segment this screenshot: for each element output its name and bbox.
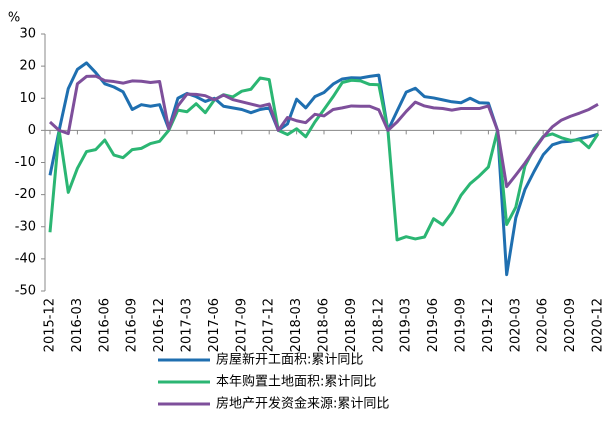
series-line xyxy=(48,74,599,189)
x-tick-label: 2018-09 xyxy=(344,298,359,352)
x-tick-label: 2017-09 xyxy=(234,298,249,352)
x-tick-label: 2020-12 xyxy=(591,298,606,352)
y-tick-label: 0 xyxy=(28,123,36,138)
x-tick-label: 2020-06 xyxy=(536,298,551,352)
x-tick-label: 2017-03 xyxy=(180,298,195,352)
y-tick-label: -20 xyxy=(15,187,36,202)
x-tick-label: 2016-03 xyxy=(70,298,85,352)
x-tick-label: 2018-03 xyxy=(289,298,304,352)
x-tick-label: 2018-06 xyxy=(317,298,332,352)
legend-label: 本年购置土地面积:累计同比 xyxy=(216,374,376,390)
y-tick-label: -40 xyxy=(15,251,36,266)
y-tick-label: 10 xyxy=(19,91,36,106)
x-tick-label: 2015-12 xyxy=(43,298,58,352)
legend-label: 房地产开发资金来源:累计同比 xyxy=(216,396,389,412)
series-line xyxy=(48,61,599,277)
x-tick-label: 2019-03 xyxy=(399,298,414,352)
y-tick-label: -10 xyxy=(15,155,36,170)
x-tick-label: 2016-12 xyxy=(152,298,167,352)
x-tick-label: 2019-12 xyxy=(481,298,496,352)
y-tick-label: 20 xyxy=(19,59,36,74)
y-tick-label: 30 xyxy=(19,27,36,42)
x-tick-label: 2016-06 xyxy=(97,298,112,352)
x-tick-label: 2020-03 xyxy=(508,298,523,352)
x-tick-label: 2019-09 xyxy=(454,298,469,352)
x-tick-label: 2020-09 xyxy=(563,298,578,352)
x-tick-label: 2019-06 xyxy=(426,298,441,352)
x-tick-label: 2017-06 xyxy=(207,298,222,352)
y-axis-label: % xyxy=(8,11,20,26)
series-line xyxy=(48,76,600,242)
x-tick-label: 2016-09 xyxy=(125,298,140,352)
y-tick-label: -50 xyxy=(15,284,36,299)
x-tick-label: 2018-12 xyxy=(371,298,386,352)
legend-label: 房屋新开工面积:累计同比 xyxy=(216,352,363,368)
y-tick-label: -30 xyxy=(15,219,36,234)
x-tick-label: 2017-12 xyxy=(262,298,277,352)
